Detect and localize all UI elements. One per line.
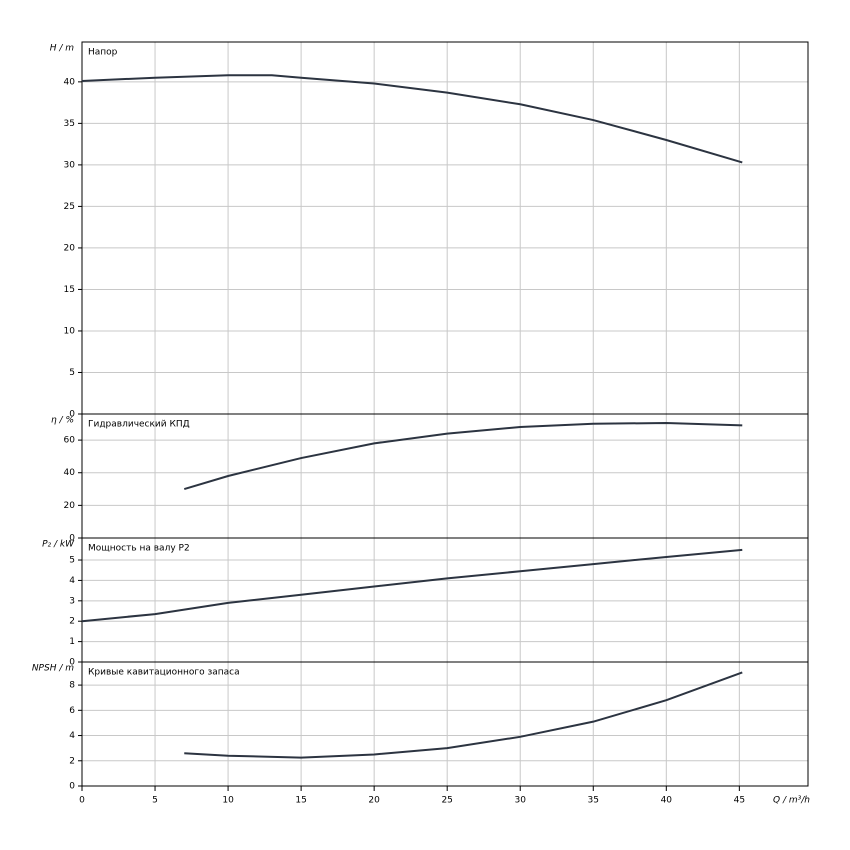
- y-tick-label: 1: [69, 637, 75, 647]
- y-axis-label: H / m: [50, 44, 75, 54]
- panel-title: Напор: [88, 48, 118, 58]
- y-tick-label: 20: [64, 501, 76, 511]
- y-tick-label: 0: [69, 658, 75, 668]
- curve: [184, 671, 743, 759]
- y-tick-label: 3: [69, 596, 75, 606]
- y-tick-label: 35: [64, 119, 75, 129]
- y-tick-label: 4: [69, 731, 75, 741]
- y-tick-label: 4: [69, 576, 75, 586]
- x-axis-label: Q / m³/h: [773, 796, 810, 806]
- y-tick-label: 5: [69, 368, 75, 378]
- y-tick-label: 5: [69, 556, 75, 566]
- y-tick-label: 20: [64, 243, 76, 253]
- curve: [81, 74, 743, 164]
- panel-title: Мощность на валу P2: [88, 544, 190, 554]
- y-axis-label: P₂ / kW: [42, 540, 75, 550]
- panel-title: Гидравлический КПД: [88, 420, 190, 430]
- x-tick-label: 45: [734, 796, 745, 806]
- y-tick-label: 2: [69, 756, 75, 766]
- y-tick-label: 30: [64, 160, 76, 170]
- y-axis-label: η / %: [51, 416, 74, 426]
- y-tick-label: 60: [64, 436, 76, 446]
- y-tick-label: 2: [69, 617, 75, 627]
- y-tick-label: 0: [69, 534, 75, 544]
- x-tick-label: 0: [79, 796, 85, 806]
- y-tick-label: 15: [64, 285, 75, 295]
- x-tick-label: 20: [368, 796, 380, 806]
- curve: [183, 421, 743, 491]
- x-tick-label: 40: [661, 796, 673, 806]
- x-tick-label: 10: [222, 796, 234, 806]
- x-tick-label: 15: [295, 796, 306, 806]
- y-tick-label: 0: [69, 410, 75, 420]
- y-tick-label: 0: [69, 782, 75, 792]
- y-tick-label: 40: [64, 77, 76, 87]
- panel-frame: [81, 413, 809, 539]
- x-tick-label: 5: [152, 796, 158, 806]
- panel-frame: [81, 661, 809, 787]
- y-tick-label: 25: [64, 202, 75, 212]
- x-tick-label: 35: [588, 796, 599, 806]
- panel-frame: [81, 41, 809, 415]
- y-tick-label: 8: [69, 681, 75, 691]
- x-tick-label: 30: [515, 796, 527, 806]
- y-tick-label: 6: [69, 706, 75, 716]
- panel-frame: [81, 537, 809, 663]
- y-axis-label: NPSH / m: [32, 664, 74, 674]
- panel-title: Кривые кавитационного запаса: [88, 668, 240, 678]
- y-tick-label: 40: [64, 468, 76, 478]
- y-tick-label: 10: [64, 326, 76, 336]
- x-tick-label: 25: [441, 796, 452, 806]
- curve: [81, 548, 743, 623]
